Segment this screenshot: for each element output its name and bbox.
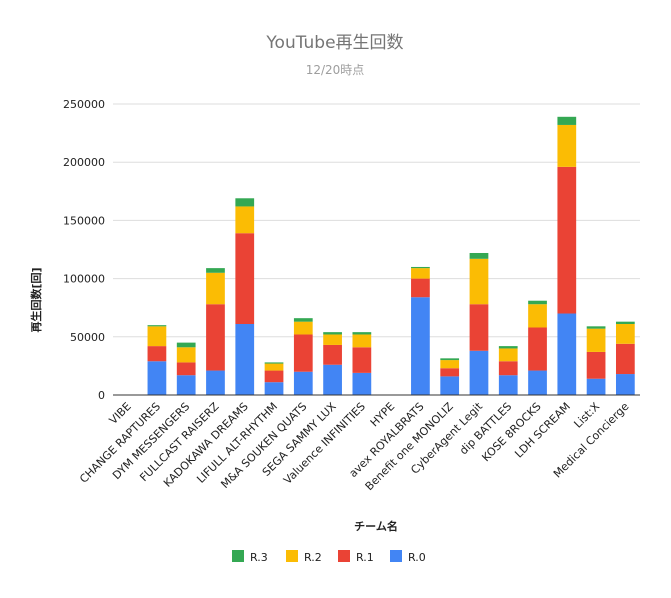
bar-segment bbox=[469, 350, 489, 395]
bar-segment bbox=[586, 326, 606, 329]
bar-segment bbox=[498, 346, 518, 349]
bar-segment bbox=[293, 371, 313, 395]
y-tick-label: 150000 bbox=[63, 214, 105, 227]
bar-segment bbox=[352, 332, 372, 335]
bar-segment bbox=[147, 326, 167, 347]
bar-segment bbox=[411, 268, 430, 279]
bar-segment bbox=[176, 342, 196, 348]
bar-segment bbox=[586, 328, 606, 352]
bar-segment bbox=[528, 304, 547, 328]
y-tick-label: 200000 bbox=[63, 156, 105, 169]
bar-segment bbox=[293, 318, 313, 322]
legend-swatch bbox=[390, 550, 402, 562]
bar-segment bbox=[440, 358, 460, 361]
bar-segment bbox=[264, 382, 284, 395]
legend: R.3 R.2 R.1 R.0 bbox=[232, 550, 426, 564]
legend-swatch bbox=[338, 550, 350, 562]
bar-segment bbox=[411, 266, 430, 269]
bar-segment bbox=[615, 374, 635, 395]
bar-segment bbox=[235, 206, 255, 234]
bar-segment bbox=[615, 323, 635, 344]
bar-segment bbox=[557, 116, 577, 125]
bar-segment bbox=[411, 297, 430, 395]
bar-segment bbox=[498, 375, 518, 395]
bar-segment bbox=[352, 372, 372, 395]
bar-segment bbox=[147, 346, 167, 362]
bar-segment bbox=[323, 332, 342, 335]
bar-segment bbox=[264, 362, 284, 364]
bar-segment bbox=[264, 370, 284, 383]
x-axis-label: チーム名 bbox=[354, 519, 398, 533]
bar-segment bbox=[206, 268, 225, 273]
bar-segment bbox=[323, 334, 342, 345]
bar-segment bbox=[469, 304, 489, 351]
bar-segment bbox=[264, 363, 284, 371]
bar-segment bbox=[440, 368, 460, 377]
bar-segment bbox=[557, 313, 577, 395]
bar-segment bbox=[323, 344, 342, 365]
bar-segment bbox=[615, 343, 635, 375]
bar-segment bbox=[293, 334, 313, 372]
legend-entry: R.1 bbox=[356, 551, 374, 564]
bar-segment bbox=[440, 376, 460, 395]
bar-segment bbox=[235, 323, 255, 395]
bar-segment bbox=[528, 370, 547, 395]
bar-segment bbox=[176, 375, 196, 395]
chart-subtitle: 12/20時点 bbox=[306, 63, 365, 77]
bar-segment bbox=[498, 348, 518, 362]
bar-segment bbox=[586, 351, 606, 379]
bar-segment bbox=[293, 321, 313, 335]
legend-entry: R.0 bbox=[408, 551, 426, 564]
bar-segment bbox=[411, 278, 430, 298]
legend-swatch bbox=[232, 550, 244, 562]
y-tick-label: 250000 bbox=[63, 98, 105, 111]
bar-segment bbox=[586, 378, 606, 395]
legend-swatch bbox=[286, 550, 298, 562]
bar-segment bbox=[206, 272, 225, 305]
bar-segment bbox=[352, 347, 372, 373]
bar-segment bbox=[323, 364, 342, 395]
bar-segment bbox=[528, 327, 547, 371]
bar-segment bbox=[235, 233, 255, 324]
bar-segment bbox=[147, 361, 167, 395]
legend-entry: R.3 bbox=[250, 551, 268, 564]
y-tick-label: 100000 bbox=[63, 273, 105, 286]
y-tick-label: 0 bbox=[98, 389, 105, 402]
bar-segment bbox=[440, 360, 460, 369]
bar-segment bbox=[469, 258, 489, 305]
y-axis-ticks: 0 50000 100000 150000 200000 250000 bbox=[63, 98, 105, 402]
y-tick-label: 50000 bbox=[70, 331, 105, 344]
bar-segment bbox=[176, 362, 196, 376]
bar-segment bbox=[498, 361, 518, 376]
bar-segment bbox=[206, 370, 225, 395]
bar-segment bbox=[528, 300, 547, 305]
bar-segment bbox=[557, 166, 577, 314]
bar-segment bbox=[147, 325, 167, 327]
bar-segment bbox=[176, 347, 196, 363]
bar-segment bbox=[235, 198, 255, 207]
bar-segment bbox=[352, 334, 372, 348]
legend-entry: R.2 bbox=[304, 551, 322, 564]
gridlines bbox=[113, 103, 640, 338]
bars bbox=[147, 116, 635, 395]
bar-segment bbox=[615, 321, 635, 324]
bar-segment bbox=[469, 252, 489, 259]
bar-segment bbox=[206, 304, 225, 371]
y-axis-label: 再生回数[回] bbox=[29, 267, 43, 332]
chart-title: YouTube再生回数 bbox=[265, 33, 403, 53]
bar-segment bbox=[557, 124, 577, 167]
